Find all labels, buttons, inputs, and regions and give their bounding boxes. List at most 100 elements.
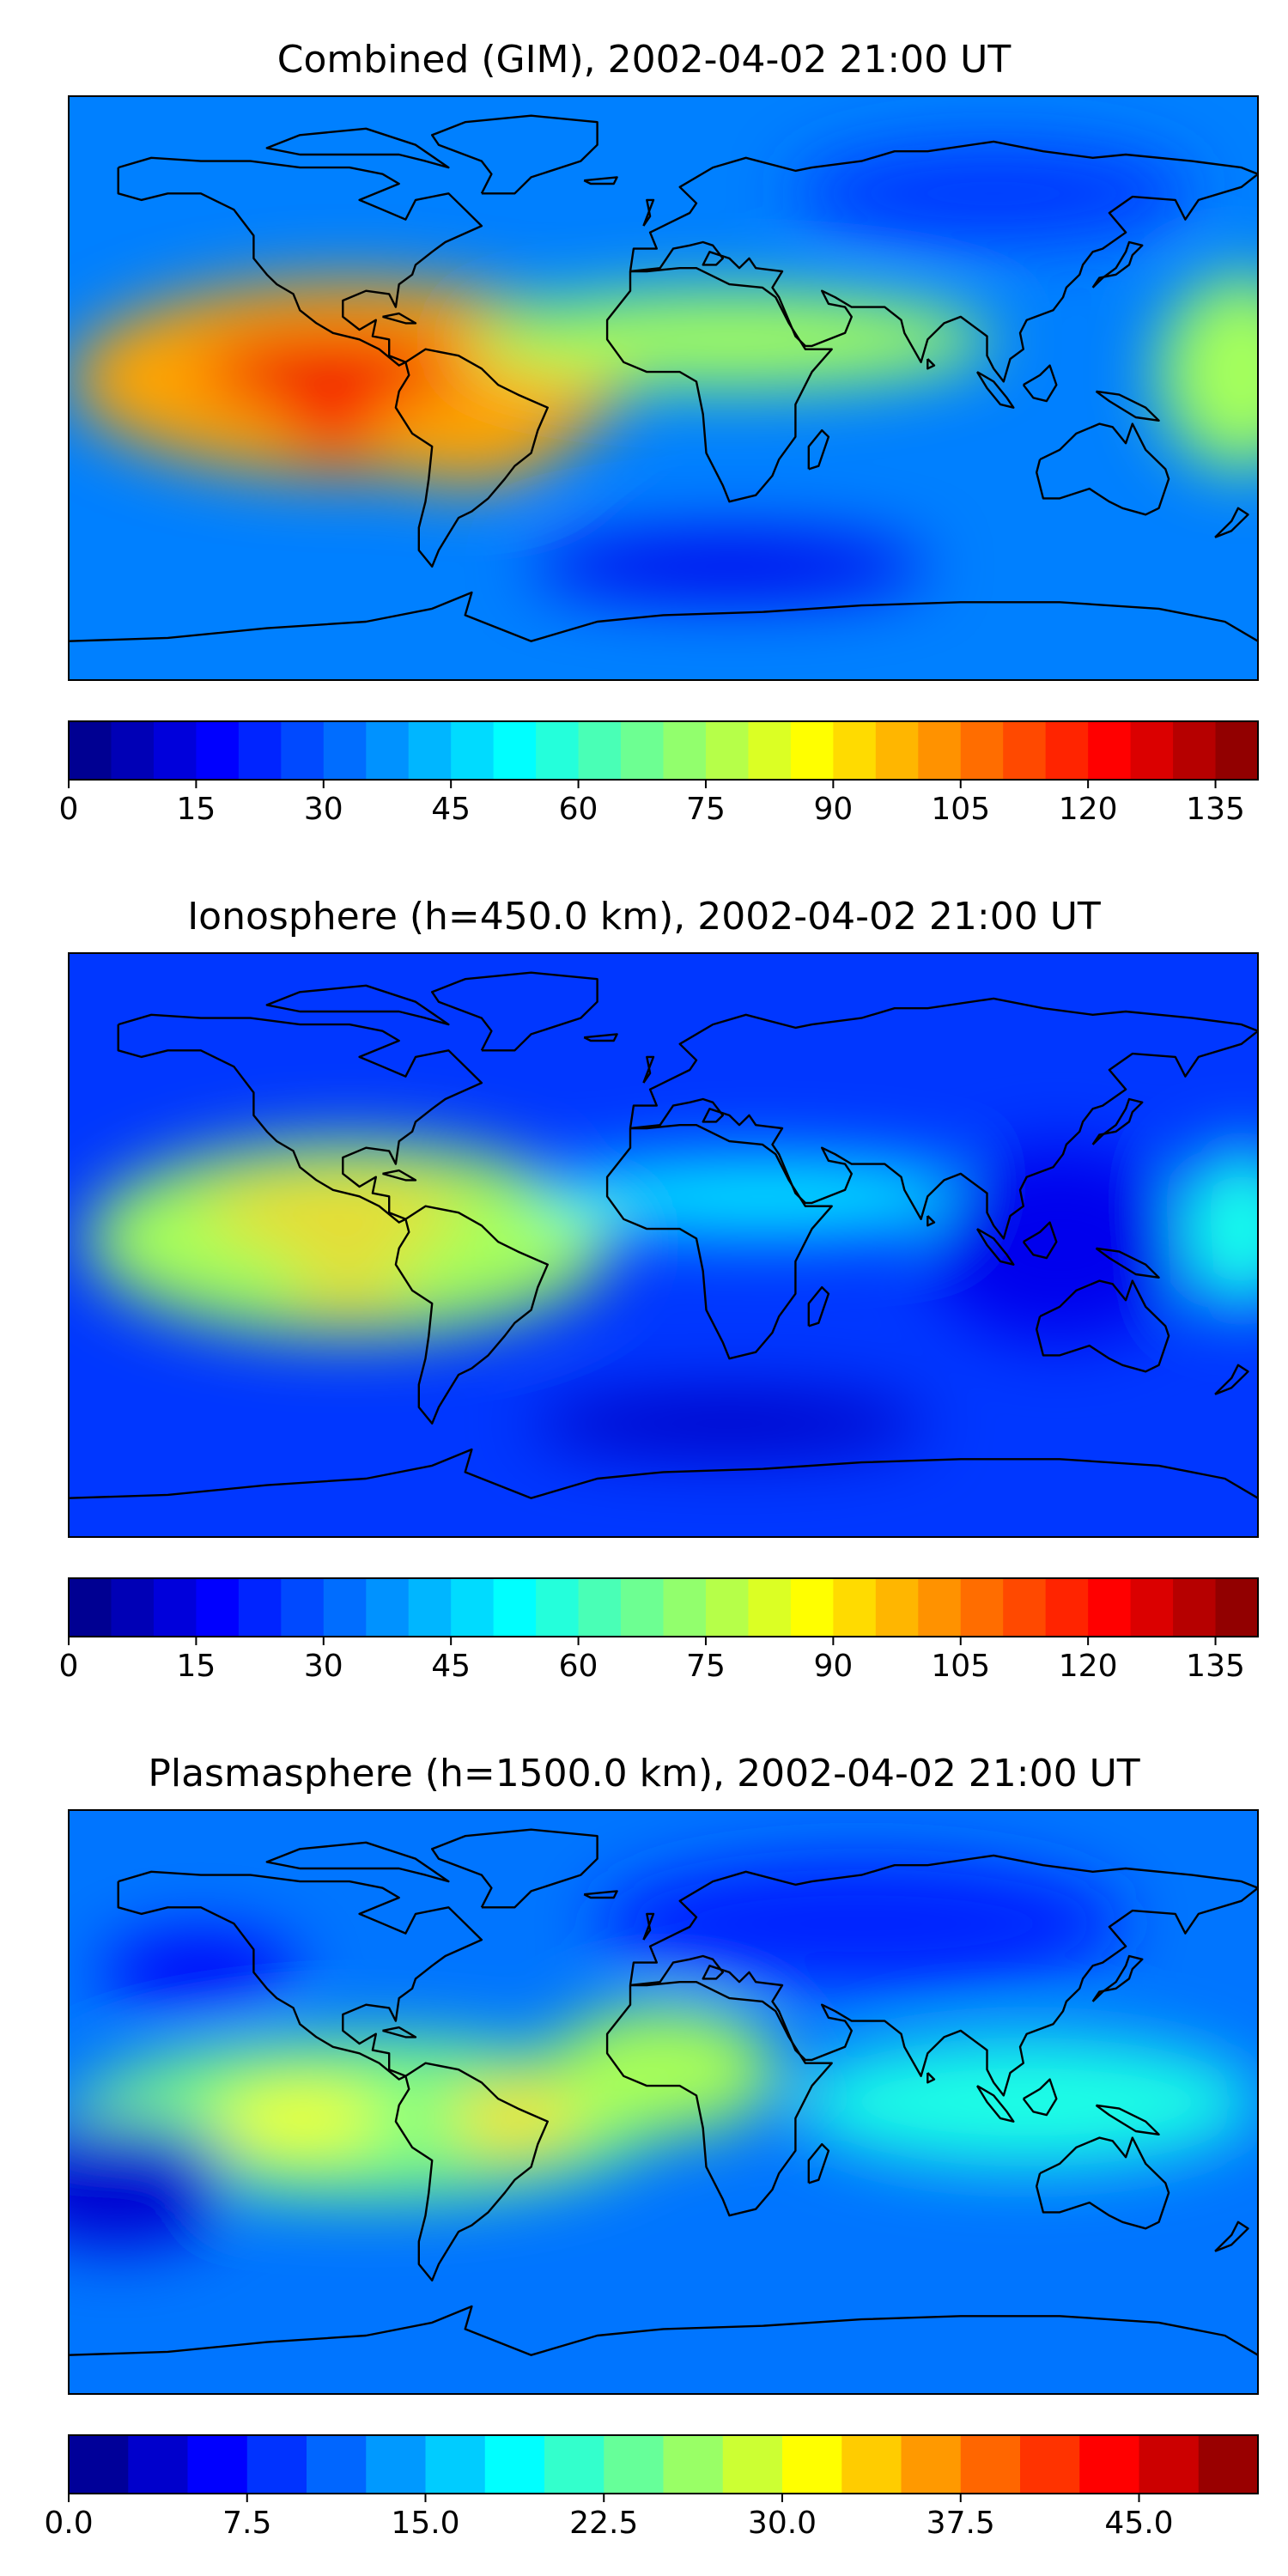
coastline [975,2085,1015,2123]
colorbar-tick-label: 135 [1186,1649,1245,1684]
field-blob [597,1858,1127,1989]
colorbar-segment [69,721,112,780]
coastline [1091,240,1144,289]
coastline [1022,364,1058,403]
coastline [975,1228,1015,1266]
colorbar-segment [153,721,197,780]
colorbar-segment [790,1578,834,1637]
colorbar-segment [1139,2435,1200,2494]
coastline [117,1013,483,1224]
colorbar-tick-label: 60 [559,1649,598,1684]
colorbar-segment [544,2435,605,2494]
colorbar-segment [111,721,155,780]
field-blob [200,332,465,411]
coastline [382,312,417,325]
colorbar-segment [1173,721,1217,780]
coastline [629,1854,1258,2097]
colorbar-tick-label: 45 [431,792,471,827]
colorbar-segment [604,2435,665,2494]
coastline [265,984,450,1026]
colorbar-segment [1079,2435,1140,2494]
colorbar-segment [621,1578,665,1637]
coastline [1035,422,1170,516]
coastline [583,1033,618,1042]
colorbar: 0.0 7.5 15.0 22.5 30.0 37.5 45.0 [44,2434,1259,2541]
coastline [583,176,618,185]
colorbar-tick-label: 120 [1059,1649,1118,1684]
colorbar-segment [841,2435,902,2494]
coastline [642,198,655,227]
field-blob [795,2037,1258,2167]
colorbar-segment [1130,721,1174,780]
colorbar-segment [366,721,410,780]
coastlines [69,114,1258,642]
coastline [583,1890,618,1899]
colorbar-segment [918,1578,962,1637]
colorbar-segment [790,721,834,780]
coastlines [69,1828,1258,2356]
colorbar-segment [1088,1578,1132,1637]
colorbar-segment [196,721,240,780]
coastline [431,971,598,1052]
colorbar-segment [621,721,665,780]
colorbar-segment [1215,721,1259,780]
colorbar-tick-label: 22.5 [569,2506,638,2541]
field-blob [531,1157,994,1236]
colorbar-frame [68,720,1259,781]
colorbar-segment [722,2435,783,2494]
coastline [69,591,1258,642]
coastline [69,1448,1258,1499]
field-blob [465,290,994,389]
coastline [629,140,1258,383]
colorbar-tick-label: 120 [1059,792,1118,827]
colorbar-segment [1003,721,1047,780]
coastline [1022,1221,1058,1260]
coastline [265,1841,450,1883]
colorbar-segment [1088,721,1132,780]
colorbar-tick-label: 45 [431,1649,471,1684]
field-blob [283,394,515,460]
colorbar-segment [663,2435,724,2494]
map-frame [68,1809,1259,2395]
coastline [642,1912,655,1941]
colorbar-segment [875,1578,919,1637]
colorbar-segment [748,1578,792,1637]
colorbar-segment [281,1578,325,1637]
coastline [431,1828,598,1909]
coastline [1022,2078,1058,2117]
colorbar-segment [408,721,452,780]
colorbar-segment [918,721,962,780]
colorbar-tick-label: 0 [59,1649,79,1684]
colorbar-segment [1003,1578,1047,1637]
field-background [69,1810,1258,2394]
colorbar-segment [663,721,707,780]
colorbar-tick-label: 60 [559,792,598,827]
colorbar-tick-label: 30 [304,1649,343,1684]
field-blob [217,2086,383,2151]
colorbar-segment [238,1578,282,1637]
colorbar-segment [705,1578,750,1637]
map-frame [68,952,1259,1538]
colorbar-segment [366,2435,427,2494]
colorbar-tick-label: 30.0 [748,2506,817,2541]
field-blob [366,388,565,486]
colorbar-segment [307,2435,367,2494]
colorbar-segment [246,2435,307,2494]
colorbar-segment [196,1578,240,1637]
field-background [69,96,1258,680]
colorbar-tick-label: 90 [813,792,853,827]
colorbar: 0 15 30 45 60 75 90 105 120 135 [59,720,1259,827]
colorbar-segment [833,1578,877,1637]
coastline [1214,507,1249,538]
colorbar-segment [366,1578,410,1637]
colorbar-segment [1130,1578,1174,1637]
colorbar-tick-label: 15.0 [391,2506,459,2541]
colorbar-segment [960,1578,1004,1637]
coastline [605,1123,833,1360]
field-blob [1158,274,1258,470]
colorbar-segment [451,721,495,780]
colorbar-segment [1045,721,1089,780]
